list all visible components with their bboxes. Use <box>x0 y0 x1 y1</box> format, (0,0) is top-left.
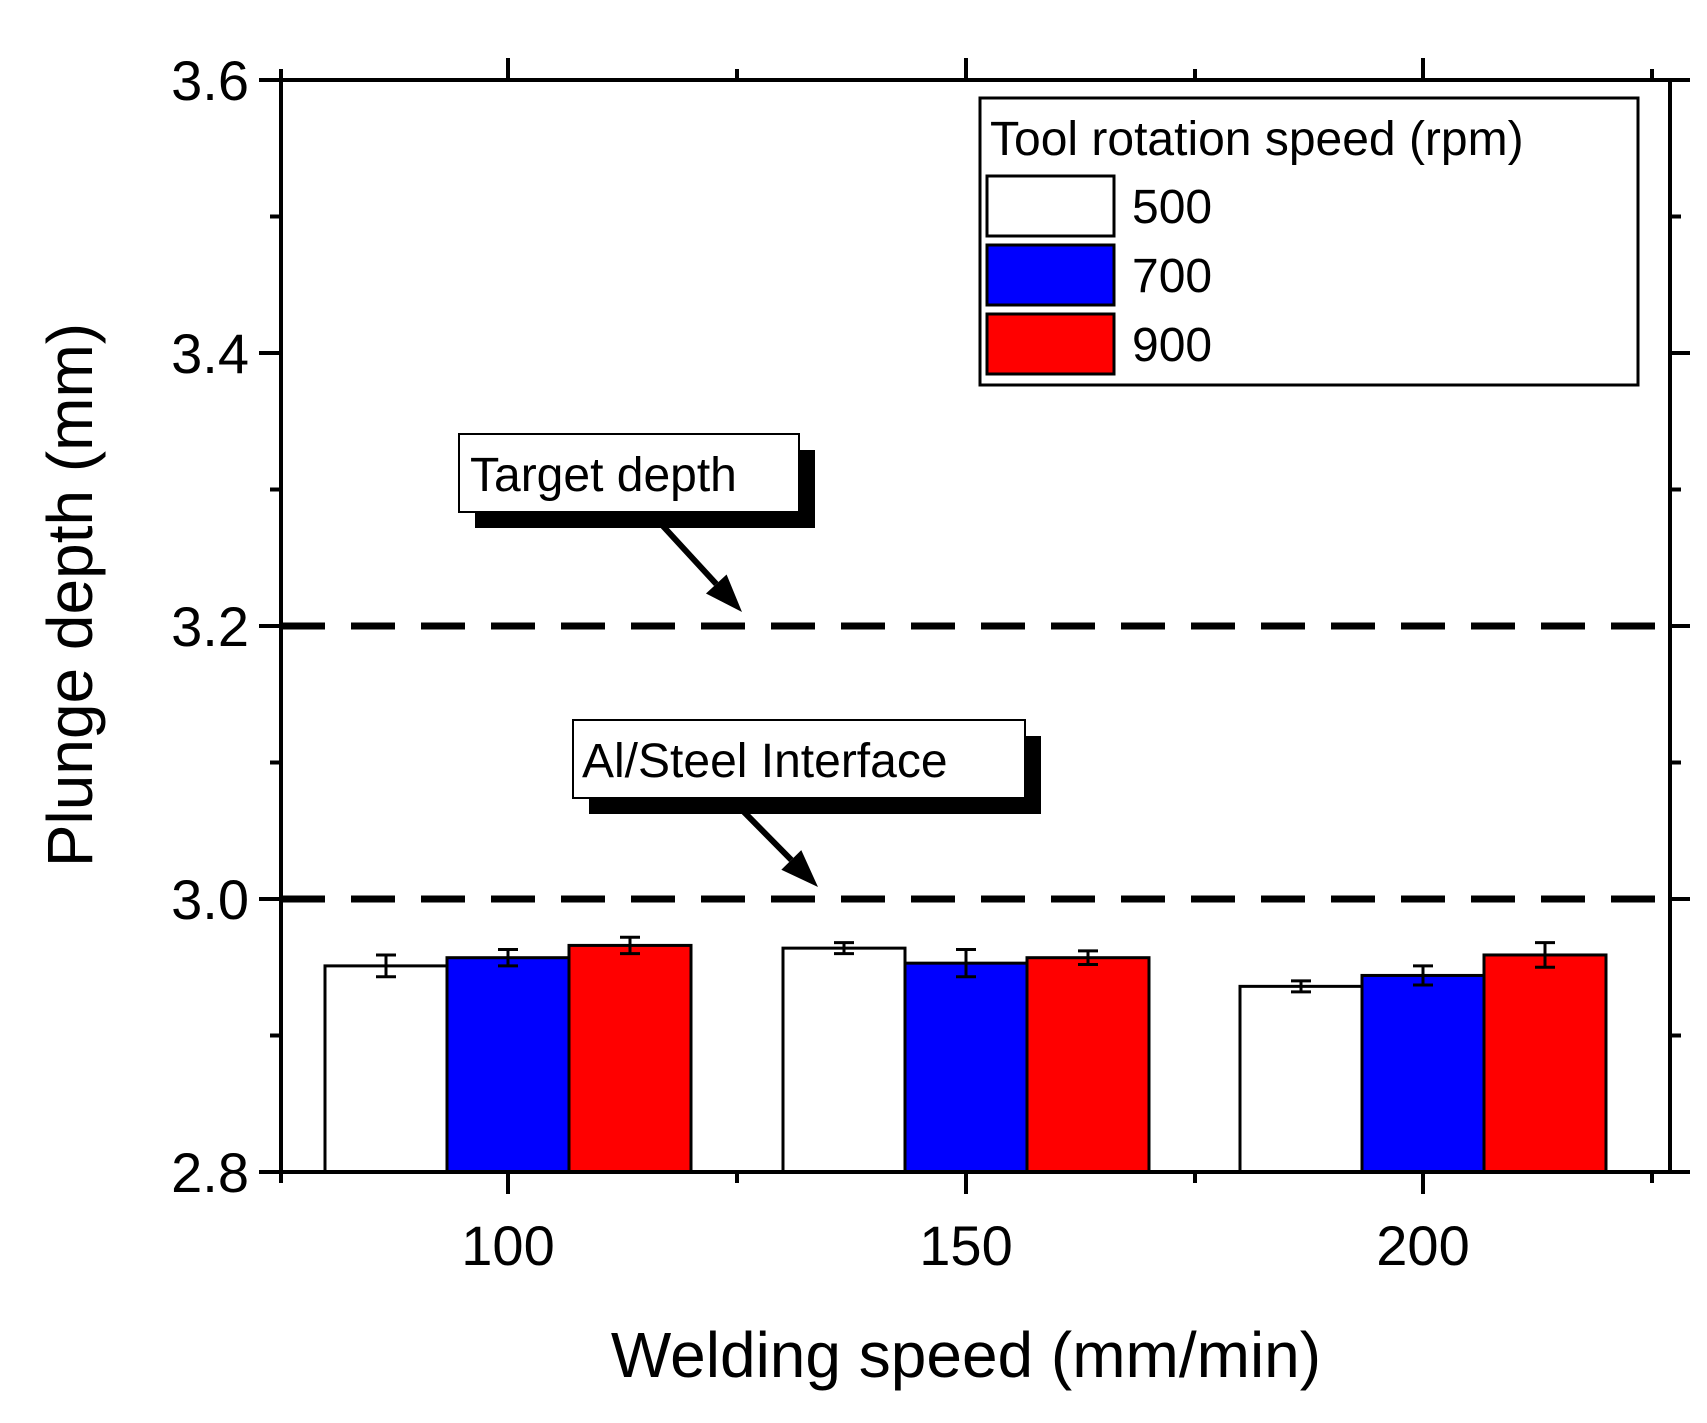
bar-700-150 <box>903 961 1029 1174</box>
annotation-box-0 <box>458 433 800 513</box>
legend-swatch-700 <box>985 243 1116 307</box>
annotation-label-0: Target depth <box>470 449 737 502</box>
annotations: Target depth Al/Steel Interface <box>458 433 1041 887</box>
x-tick-label-200: 200 <box>1376 1214 1469 1277</box>
x-tick-label-100: 100 <box>461 1214 554 1277</box>
x-tick-label-150: 150 <box>919 1214 1012 1277</box>
y-tick-label-1: 3.0 <box>171 868 249 931</box>
legend-label-700: 700 <box>1132 250 1212 303</box>
legend-label-900: 900 <box>1132 319 1212 372</box>
bars <box>323 935 1608 1174</box>
y-tick-label-4: 3.6 <box>171 49 249 112</box>
annotation-label-1: Al/Steel Interface <box>582 735 948 788</box>
legend-title: Tool rotation speed (rpm) <box>990 113 1524 166</box>
legend: Tool rotation speed (rpm) 500 700 900 <box>978 96 1640 387</box>
bar-500-150 <box>781 946 907 1174</box>
bar-700-200 <box>1360 973 1486 1174</box>
bar-700-100 <box>445 956 571 1174</box>
y-tick-label-3: 3.4 <box>171 322 249 385</box>
annotation-arrowhead-0 <box>705 574 742 612</box>
annotation-box-1 <box>572 719 1026 799</box>
reference-lines <box>281 622 1670 903</box>
legend-swatch-900 <box>985 312 1116 376</box>
bar-900-150 <box>1025 956 1151 1174</box>
legend-swatch-500 <box>985 174 1116 238</box>
bar-500-100 <box>323 964 449 1174</box>
y-tick-label-2: 3.2 <box>171 595 249 658</box>
bar-900-200 <box>1482 953 1608 1174</box>
annotation-arrow-1 <box>741 809 794 863</box>
bar-900-100 <box>567 943 693 1174</box>
y-axis-title: Plunge depth (mm) <box>34 323 106 867</box>
y-tick-label-0: 2.8 <box>171 1141 249 1204</box>
axis-ticks: 2.8 3.0 3.2 3.4 3.6 100 150 200 <box>171 49 1690 1277</box>
bar-500-200 <box>1238 984 1364 1174</box>
annotation-arrow-0 <box>659 522 719 587</box>
x-axis-title: Welding speed (mm/min) <box>611 1319 1321 1391</box>
legend-label-500: 500 <box>1132 181 1212 234</box>
annotation-arrowhead-1 <box>781 850 818 887</box>
